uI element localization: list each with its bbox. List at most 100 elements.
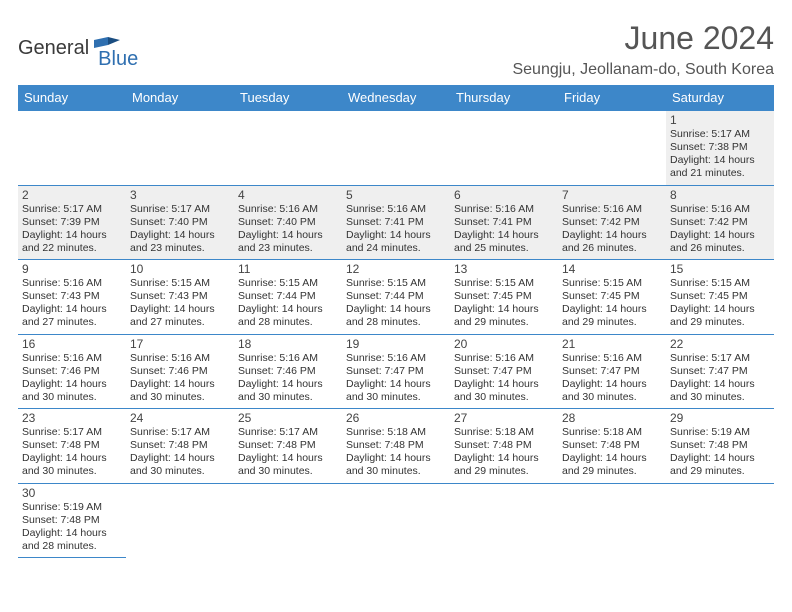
calendar-cell: 27Sunrise: 5:18 AMSunset: 7:48 PMDayligh… (450, 409, 558, 484)
day-number: 8 (670, 188, 770, 202)
daylight-text: Daylight: 14 hours (670, 378, 770, 391)
calendar-cell: 11Sunrise: 5:15 AMSunset: 7:44 PMDayligh… (234, 260, 342, 335)
day-number: 7 (562, 188, 662, 202)
calendar-row: 30Sunrise: 5:19 AMSunset: 7:48 PMDayligh… (18, 483, 774, 558)
calendar-cell: 5Sunrise: 5:16 AMSunset: 7:41 PMDaylight… (342, 185, 450, 260)
daylight-text: Daylight: 14 hours (346, 378, 446, 391)
daylight-text: Daylight: 14 hours (22, 527, 122, 540)
daylight-text: and 30 minutes. (238, 465, 338, 478)
sunset-text: Sunset: 7:39 PM (22, 216, 122, 229)
weekday-header-row: Sunday Monday Tuesday Wednesday Thursday… (18, 85, 774, 111)
calendar-row: 9Sunrise: 5:16 AMSunset: 7:43 PMDaylight… (18, 260, 774, 335)
calendar-cell: 12Sunrise: 5:15 AMSunset: 7:44 PMDayligh… (342, 260, 450, 335)
daylight-text: and 30 minutes. (454, 391, 554, 404)
sunrise-text: Sunrise: 5:19 AM (22, 501, 122, 514)
sunset-text: Sunset: 7:48 PM (238, 439, 338, 452)
day-number: 13 (454, 262, 554, 276)
weekday-header: Monday (126, 85, 234, 111)
day-number: 27 (454, 411, 554, 425)
daylight-text: and 30 minutes. (22, 465, 122, 478)
sunset-text: Sunset: 7:45 PM (454, 290, 554, 303)
calendar-row: 23Sunrise: 5:17 AMSunset: 7:48 PMDayligh… (18, 409, 774, 484)
day-number: 2 (22, 188, 122, 202)
sunrise-text: Sunrise: 5:15 AM (562, 277, 662, 290)
sunrise-text: Sunrise: 5:17 AM (130, 203, 230, 216)
daylight-text: Daylight: 14 hours (670, 229, 770, 242)
calendar-cell (126, 483, 234, 558)
sunset-text: Sunset: 7:46 PM (238, 365, 338, 378)
daylight-text: Daylight: 14 hours (130, 378, 230, 391)
calendar-cell: 23Sunrise: 5:17 AMSunset: 7:48 PMDayligh… (18, 409, 126, 484)
day-number: 11 (238, 262, 338, 276)
calendar-cell (342, 111, 450, 186)
calendar-cell (342, 483, 450, 558)
sunset-text: Sunset: 7:44 PM (238, 290, 338, 303)
page-title: June 2024 (512, 20, 774, 57)
page-header: General Blue June 2024 Seungju, Jeollana… (18, 20, 774, 79)
day-number: 16 (22, 337, 122, 351)
calendar-cell: 3Sunrise: 5:17 AMSunset: 7:40 PMDaylight… (126, 185, 234, 260)
calendar-cell: 2Sunrise: 5:17 AMSunset: 7:39 PMDaylight… (18, 185, 126, 260)
daylight-text: Daylight: 14 hours (238, 452, 338, 465)
day-number: 1 (670, 113, 770, 127)
daylight-text: Daylight: 14 hours (22, 229, 122, 242)
daylight-text: Daylight: 14 hours (346, 452, 446, 465)
sunrise-text: Sunrise: 5:15 AM (454, 277, 554, 290)
calendar-table: Sunday Monday Tuesday Wednesday Thursday… (18, 85, 774, 558)
daylight-text: and 29 minutes. (454, 465, 554, 478)
day-number: 18 (238, 337, 338, 351)
day-number: 3 (130, 188, 230, 202)
sunrise-text: Sunrise: 5:18 AM (454, 426, 554, 439)
day-number: 15 (670, 262, 770, 276)
sunset-text: Sunset: 7:48 PM (562, 439, 662, 452)
sunset-text: Sunset: 7:45 PM (562, 290, 662, 303)
daylight-text: Daylight: 14 hours (562, 229, 662, 242)
weekday-header: Tuesday (234, 85, 342, 111)
sunrise-text: Sunrise: 5:16 AM (238, 352, 338, 365)
calendar-row: 1Sunrise: 5:17 AMSunset: 7:38 PMDaylight… (18, 111, 774, 186)
sunrise-text: Sunrise: 5:19 AM (670, 426, 770, 439)
daylight-text: Daylight: 14 hours (670, 303, 770, 316)
calendar-cell: 6Sunrise: 5:16 AMSunset: 7:41 PMDaylight… (450, 185, 558, 260)
calendar-cell (126, 111, 234, 186)
calendar-cell: 25Sunrise: 5:17 AMSunset: 7:48 PMDayligh… (234, 409, 342, 484)
title-block: June 2024 Seungju, Jeollanam-do, South K… (512, 20, 774, 79)
daylight-text: Daylight: 14 hours (22, 303, 122, 316)
sunrise-text: Sunrise: 5:16 AM (22, 352, 122, 365)
daylight-text: Daylight: 14 hours (562, 452, 662, 465)
sunset-text: Sunset: 7:48 PM (22, 514, 122, 527)
sunset-text: Sunset: 7:48 PM (22, 439, 122, 452)
day-number: 17 (130, 337, 230, 351)
day-number: 22 (670, 337, 770, 351)
sunrise-text: Sunrise: 5:15 AM (238, 277, 338, 290)
daylight-text: Daylight: 14 hours (346, 229, 446, 242)
day-number: 12 (346, 262, 446, 276)
sunrise-text: Sunrise: 5:17 AM (238, 426, 338, 439)
daylight-text: Daylight: 14 hours (346, 303, 446, 316)
day-number: 29 (670, 411, 770, 425)
weekday-header: Friday (558, 85, 666, 111)
calendar-cell: 22Sunrise: 5:17 AMSunset: 7:47 PMDayligh… (666, 334, 774, 409)
calendar-cell (558, 483, 666, 558)
calendar-cell (450, 111, 558, 186)
daylight-text: Daylight: 14 hours (454, 229, 554, 242)
sunset-text: Sunset: 7:40 PM (238, 216, 338, 229)
sunset-text: Sunset: 7:41 PM (346, 216, 446, 229)
sunrise-text: Sunrise: 5:16 AM (22, 277, 122, 290)
sunset-text: Sunset: 7:48 PM (130, 439, 230, 452)
daylight-text: and 21 minutes. (670, 167, 770, 180)
calendar-cell: 8Sunrise: 5:16 AMSunset: 7:42 PMDaylight… (666, 185, 774, 260)
daylight-text: and 29 minutes. (670, 465, 770, 478)
brand-text-blue: Blue (98, 48, 138, 71)
daylight-text: and 29 minutes. (454, 316, 554, 329)
calendar-cell: 17Sunrise: 5:16 AMSunset: 7:46 PMDayligh… (126, 334, 234, 409)
calendar-cell (558, 111, 666, 186)
sunrise-text: Sunrise: 5:15 AM (670, 277, 770, 290)
calendar-cell: 20Sunrise: 5:16 AMSunset: 7:47 PMDayligh… (450, 334, 558, 409)
day-number: 20 (454, 337, 554, 351)
daylight-text: and 29 minutes. (562, 465, 662, 478)
sunset-text: Sunset: 7:47 PM (454, 365, 554, 378)
calendar-cell: 26Sunrise: 5:18 AMSunset: 7:48 PMDayligh… (342, 409, 450, 484)
calendar-cell: 9Sunrise: 5:16 AMSunset: 7:43 PMDaylight… (18, 260, 126, 335)
calendar-cell (18, 111, 126, 186)
